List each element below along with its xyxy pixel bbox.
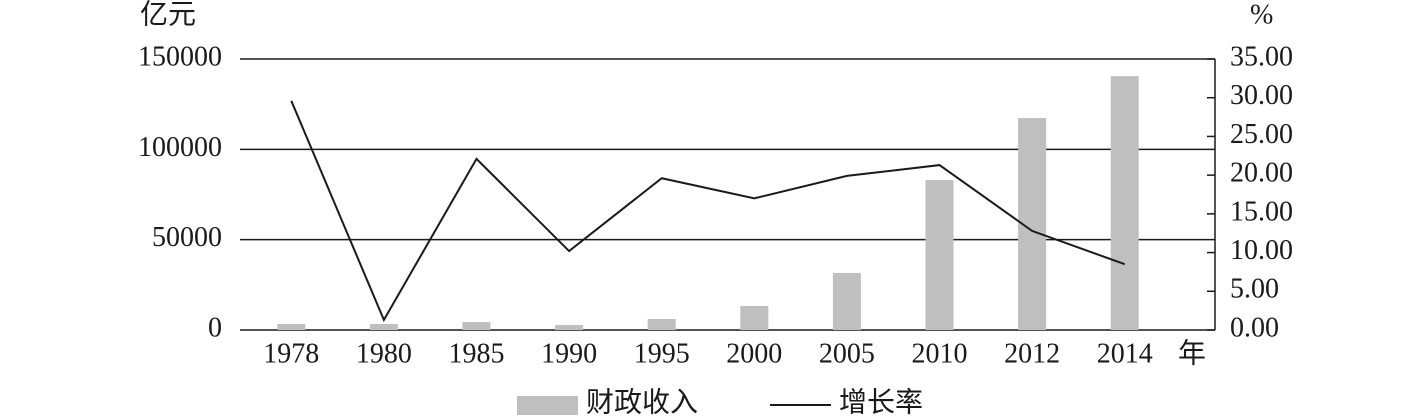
y2-tick-label: 35.00 <box>1230 41 1293 72</box>
bar <box>1110 76 1139 330</box>
bar <box>832 272 861 330</box>
bar <box>647 318 676 330</box>
y2-tick-label: 5.00 <box>1230 274 1279 305</box>
x-tick-label: 1978 <box>263 338 319 369</box>
y2-tick-label: 20.00 <box>1230 158 1293 189</box>
y-tick-label: 100000 <box>138 132 222 163</box>
x-tick-label: 1980 <box>356 338 412 369</box>
bar <box>369 324 398 330</box>
bar <box>555 324 584 330</box>
x-tick-label: 2012 <box>1004 338 1060 369</box>
x-tick-label: 2005 <box>819 338 875 369</box>
y-tick-label: 150000 <box>138 41 222 72</box>
y-tick-label: 0 <box>208 312 222 343</box>
legend-label: 增长率 <box>839 386 923 418</box>
y2-tick-label: 25.00 <box>1230 119 1293 150</box>
legend-swatch <box>517 396 578 415</box>
y-tick-label: 50000 <box>152 222 222 253</box>
x-tick-label: 1990 <box>541 338 597 369</box>
x-tick-label: 2014 <box>1097 338 1153 369</box>
x-tick-label: 2010 <box>912 338 968 369</box>
legend-label: 财政收入 <box>586 386 698 418</box>
x-tick-label: 2000 <box>726 338 782 369</box>
bar <box>462 322 491 330</box>
y2-unit: % <box>1250 0 1273 30</box>
x-tick-label: 1995 <box>634 338 690 369</box>
bar <box>740 305 769 330</box>
x-unit: 年 <box>1178 337 1206 369</box>
y2-tick-label: 0.00 <box>1230 312 1279 343</box>
line <box>290 100 1126 323</box>
x-tick-label: 1985 <box>449 338 505 369</box>
y2-tick-label: 10.00 <box>1230 235 1293 266</box>
y2-tick-label: 15.00 <box>1230 196 1293 227</box>
bar <box>277 324 306 330</box>
y-unit: 亿元 <box>140 0 196 30</box>
bar <box>925 180 954 330</box>
y2-tick-label: 30.00 <box>1230 80 1293 111</box>
